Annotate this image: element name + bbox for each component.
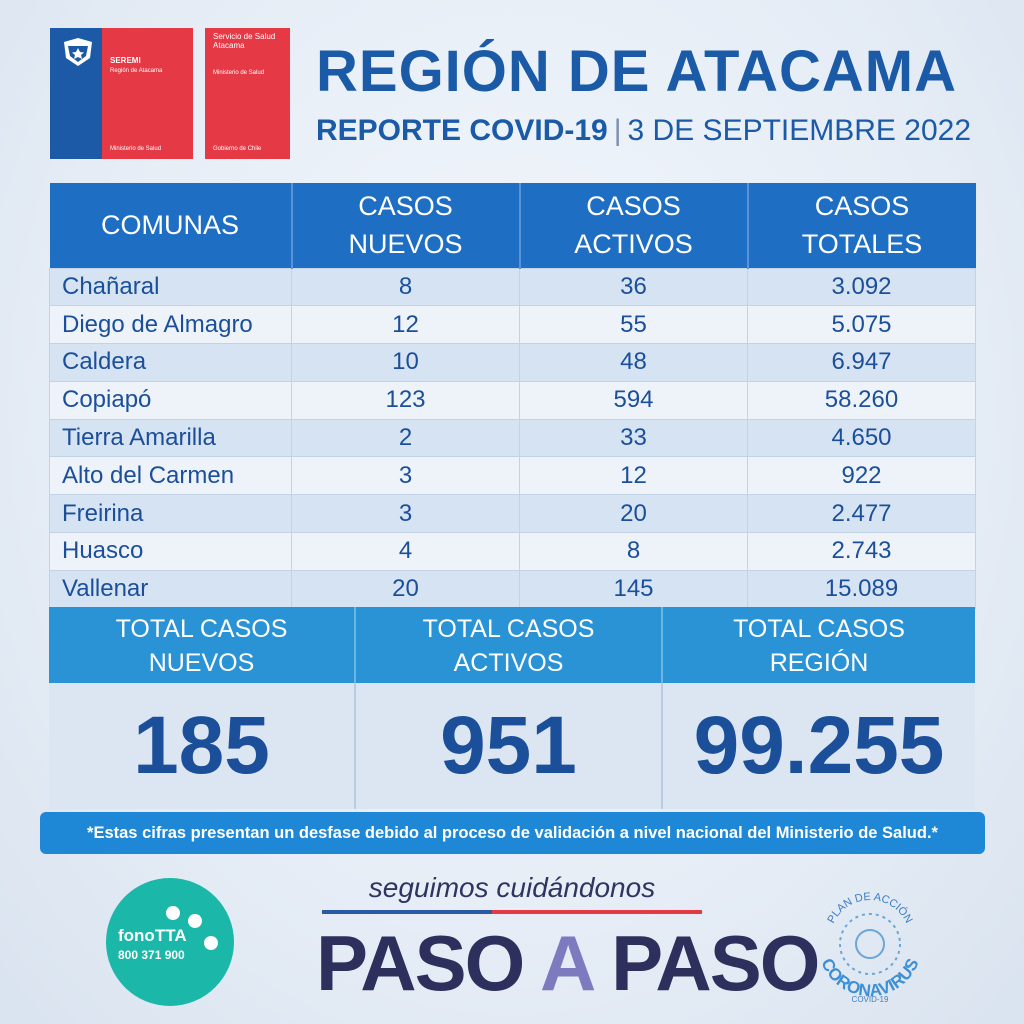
- table-cell: 3: [291, 456, 520, 496]
- table-cell: 6.947: [747, 343, 976, 382]
- servicio-salud-logo: Servicio de Salud Atacama Ministerio de …: [205, 28, 290, 159]
- commune-name: Huasco: [49, 532, 292, 571]
- commune-name: Tierra Amarilla: [49, 418, 292, 458]
- plan-main-text: CORONAVIRUS: [817, 955, 922, 1000]
- total-active-value: 951: [356, 683, 663, 809]
- table-row: Copiapó 123 594 58.260: [49, 380, 976, 420]
- virus-icon: [839, 913, 901, 975]
- table-cell: 123: [291, 380, 520, 420]
- subtitle-separator: |: [613, 114, 622, 147]
- table-cell: 145: [519, 569, 748, 609]
- table-row: Vallenar 20 145 15.089: [49, 569, 976, 609]
- report-label: REPORTE COVID-19: [316, 114, 608, 147]
- column-header-2: CASOS ACTIVOS: [519, 183, 749, 268]
- servicio-gobierno: Gobierno de Chile: [213, 146, 262, 152]
- seremi-title: SEREMI: [110, 56, 141, 65]
- servicio-title: Servicio de Salud Atacama: [213, 32, 276, 50]
- commune-name: Caldera: [49, 343, 292, 382]
- slogan-bar-red: [492, 910, 702, 914]
- fonotta-number: 800 371 900: [118, 948, 185, 962]
- phone-icon: [166, 906, 180, 920]
- svg-text:CORONAVIRUS: CORONAVIRUS: [817, 955, 922, 1000]
- total-active-label: TOTAL CASOS ACTIVOS: [356, 607, 663, 683]
- paso-word-a: A: [540, 919, 593, 1007]
- table-cell: 10: [291, 343, 520, 382]
- table-row: Huasco 4 8 2.743: [49, 532, 976, 571]
- table-cell: 20: [291, 569, 520, 609]
- commune-name: Vallenar: [49, 569, 292, 609]
- table-cell: 48: [519, 343, 748, 382]
- table-row: Caldera 10 48 6.947: [49, 343, 976, 382]
- table-cell: 33: [519, 418, 748, 458]
- commune-name: Alto del Carmen: [49, 456, 292, 496]
- table-row: Diego de Almagro 12 55 5.075: [49, 305, 976, 345]
- total-region-value: 99.255: [693, 700, 945, 791]
- table-cell: 922: [747, 456, 976, 496]
- column-header-3: CASOS TOTALES: [747, 183, 976, 268]
- seremi-ministry: Ministerio de Salud: [110, 146, 162, 152]
- total-new-value: 185: [49, 683, 356, 809]
- commune-name: Diego de Almagro: [49, 305, 292, 345]
- seremi-logo: SEREMI Región de Atacama Ministerio de S…: [50, 28, 193, 159]
- table-cell: 3: [291, 494, 520, 534]
- commune-name: Chañaral: [49, 267, 292, 307]
- report-date: 3 DE SEPTIEMBRE 2022: [627, 114, 972, 147]
- table-row: Tierra Amarilla 2 33 4.650: [49, 418, 976, 458]
- table-cell: 4: [291, 532, 520, 571]
- table-cell: 12: [291, 305, 520, 345]
- slogan-bar-blue: [322, 910, 492, 914]
- table-cell: 2.743: [747, 532, 976, 571]
- disclaimer-note: *Estas cifras presentan un desfase debid…: [40, 812, 985, 854]
- coronavirus-plan-logo: PLAN DE ACCIÓN CORONAVIRUS COVID-19: [817, 891, 922, 1004]
- total-region-label: TOTAL CASOS REGIÓN: [733, 615, 905, 677]
- totals-panel: TOTAL CASOS NUEVOS TOTAL CASOS ACTIVOS TOT…: [49, 607, 975, 809]
- cases-table: COMUNAS CASOS NUEVOS CASOS ACTIVOS CASOS TOTAL…: [49, 183, 976, 609]
- plan-sub-text: COVID-19: [852, 995, 889, 1004]
- table-cell: 36: [519, 267, 748, 307]
- report-subtitle: REPORTE COVID-19 | 3 DE SEPTIEMBRE 2022: [316, 114, 971, 148]
- table-cell: 2: [291, 418, 520, 458]
- column-header-1: CASOS NUEVOS: [291, 183, 521, 268]
- table-cell: 55: [519, 305, 748, 345]
- servicio-ministry: Ministerio de Salud: [213, 70, 265, 76]
- table-row: Alto del Carmen 3 12 922: [49, 456, 976, 496]
- fonotta-name: fonoTTA: [118, 926, 187, 945]
- seremi-region: Región de Atacama: [110, 68, 163, 74]
- fonotta-badge: fonoTTA 800 371 900: [106, 878, 234, 1006]
- person-icon: [188, 914, 202, 928]
- table-cell: 15.089: [747, 569, 976, 609]
- column-header-0: COMUNAS: [49, 183, 293, 268]
- table-cell: 8: [291, 267, 520, 307]
- commune-name: Copiapó: [49, 380, 292, 420]
- table-cell: 594: [519, 380, 748, 420]
- chile-coat-of-arms-icon: [64, 38, 92, 66]
- table-cell: 3.092: [747, 267, 976, 307]
- page-title: REGIÓN DE ATACAMA: [316, 39, 958, 104]
- table-row: Freirina 3 20 2.477: [49, 494, 976, 534]
- table-cell: 2.477: [747, 494, 976, 534]
- plan-top-text: PLAN DE ACCIÓN: [825, 891, 914, 925]
- paso-word-1: PASO: [316, 919, 525, 1007]
- table-cell: 8: [519, 532, 748, 571]
- table-cell: 5.075: [747, 305, 976, 345]
- table-cell: 12: [519, 456, 748, 496]
- table-row: Chañaral 8 36 3.092: [49, 267, 976, 307]
- commune-name: Freirina: [49, 494, 292, 534]
- slogan: seguimos cuidándonos: [368, 872, 656, 903]
- paso-word-2: PASO: [611, 919, 820, 1007]
- table-cell: 4.650: [747, 418, 976, 458]
- paso-a-paso-logo: PASO A PASO: [316, 918, 820, 1009]
- svg-text:PLAN DE ACCIÓN: PLAN DE ACCIÓN: [825, 891, 914, 925]
- table-cell: 58.260: [747, 380, 976, 420]
- home-icon: [204, 936, 218, 950]
- table-cell: 20: [519, 494, 748, 534]
- total-new-label: TOTAL CASOS NUEVOS: [49, 607, 356, 683]
